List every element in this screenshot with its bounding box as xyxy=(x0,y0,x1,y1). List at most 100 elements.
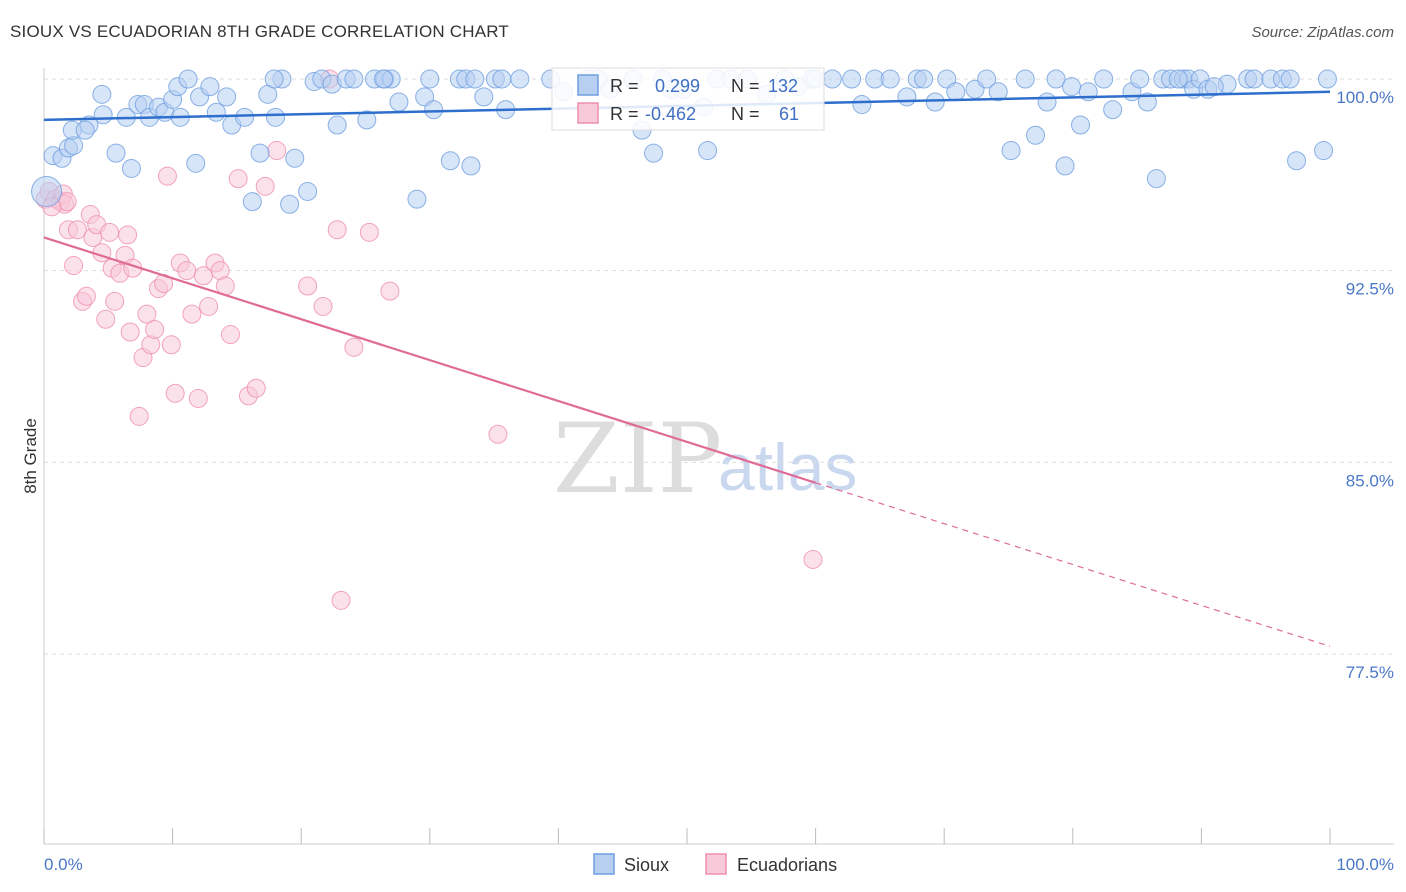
sioux-point xyxy=(1287,151,1307,171)
ecuadorians-point xyxy=(327,220,347,240)
sioux-point xyxy=(644,143,664,163)
ecuadorians-point xyxy=(105,291,125,311)
sioux-point xyxy=(1317,69,1337,89)
sioux-point xyxy=(92,84,112,104)
sioux-point xyxy=(178,69,198,89)
ecuadorians-point xyxy=(137,304,157,324)
sioux-point xyxy=(914,69,934,89)
y-tick-labels: 100.0% 92.5% 85.0% 77.5% xyxy=(1336,88,1394,682)
sioux-point xyxy=(698,141,718,161)
x-tick-label-max: 100.0% xyxy=(1336,855,1394,874)
sioux-point xyxy=(242,192,262,212)
sioux-point xyxy=(250,143,270,163)
sioux-point xyxy=(988,82,1008,102)
sioux-point xyxy=(1071,115,1091,135)
sioux-point xyxy=(977,69,997,89)
sioux-point xyxy=(1280,69,1300,89)
sioux-point xyxy=(31,175,63,207)
ecuadorians-point xyxy=(120,322,140,342)
y-tick-label: 92.5% xyxy=(1346,280,1394,299)
ecuadorians-point xyxy=(246,378,266,398)
chart-title: SIOUX VS ECUADORIAN 8TH GRADE CORRELATIO… xyxy=(10,22,510,41)
sioux-point xyxy=(852,95,872,115)
stats-legend: R = 0.299 N = 132 R = -0.462 N = 61 xyxy=(551,67,825,131)
ecuadorians-point xyxy=(188,388,208,408)
ecuadorians-point xyxy=(359,222,379,242)
sioux-point xyxy=(1062,77,1082,97)
stats-swatch-ecuadorians xyxy=(577,102,599,124)
stats-n-value-sioux: 132 xyxy=(768,76,798,96)
y-tick-label: 100.0% xyxy=(1336,88,1394,107)
watermark-atlas: atlas xyxy=(718,430,857,504)
ecuadorians-point xyxy=(220,325,240,345)
stats-n-value-ecuadorians: 61 xyxy=(779,104,799,124)
sioux-point xyxy=(298,181,318,201)
sioux-point xyxy=(121,158,141,178)
sioux-point xyxy=(465,69,485,89)
sioux-point xyxy=(1146,169,1166,189)
sioux-point xyxy=(357,110,377,130)
sioux-point xyxy=(1026,125,1046,145)
source-credit: Source: ZipAtlas.com xyxy=(1251,24,1394,41)
ecuadorians-point xyxy=(64,256,84,276)
sioux-point xyxy=(1037,92,1057,112)
stats-swatch-sioux xyxy=(577,74,599,96)
sioux-point xyxy=(420,69,440,89)
ecuadorians-point xyxy=(267,141,287,161)
ecuadorians-point xyxy=(100,222,120,242)
sioux-point xyxy=(897,87,917,107)
legend-swatch-sioux xyxy=(593,853,615,875)
ecuadorians-point xyxy=(199,296,219,316)
sioux-point xyxy=(265,107,285,127)
sioux-point xyxy=(186,153,206,173)
ecuadorians-point xyxy=(76,286,96,306)
series-legend: Sioux Ecuadorians xyxy=(593,853,837,875)
sioux-point xyxy=(510,69,530,89)
sioux-point xyxy=(1130,69,1150,89)
sioux-point xyxy=(925,92,945,112)
sioux-point xyxy=(327,115,347,135)
sioux-point xyxy=(1001,141,1021,161)
sioux-point xyxy=(75,120,95,140)
sioux-point xyxy=(389,92,409,112)
gridlines xyxy=(44,78,1394,655)
sioux-point xyxy=(1314,141,1334,161)
stats-n-label-ecuadorians: N = xyxy=(731,104,760,124)
sioux-point xyxy=(407,189,427,209)
stats-r-value-sioux: 0.299 xyxy=(655,76,700,96)
ecuadorians-trend-extrapolation xyxy=(815,482,1331,647)
stats-r-label-ecuadorians: R = xyxy=(610,104,639,124)
sioux-point xyxy=(474,87,494,107)
ecuadorians-point xyxy=(255,176,275,196)
stats-n-label-sioux: N = xyxy=(731,76,760,96)
ecuadorians-point xyxy=(331,590,351,610)
legend-label-ecuadorians: Ecuadorians xyxy=(737,855,837,875)
sioux-point xyxy=(842,69,862,89)
ecuadorians-point xyxy=(298,276,318,296)
ecuadorians-trend-line xyxy=(43,236,816,484)
ecuadorians-point xyxy=(129,406,149,426)
sioux-point xyxy=(1137,92,1157,112)
stats-r-value-ecuadorians: -0.462 xyxy=(645,104,696,124)
sioux-point xyxy=(280,194,300,214)
sioux-point xyxy=(217,87,237,107)
sioux-point xyxy=(374,69,394,89)
y-axis-title: 8th Grade xyxy=(21,418,40,494)
ecuadorians-point xyxy=(182,304,202,324)
sioux-point xyxy=(461,156,481,176)
sioux-point xyxy=(1094,69,1114,89)
ecuadorians-point xyxy=(145,319,165,339)
sioux-point xyxy=(492,69,512,89)
legend-swatch-ecuadorians xyxy=(705,853,727,875)
ecuadorians-point xyxy=(803,549,823,569)
sioux-point xyxy=(440,151,460,171)
sioux-point xyxy=(1103,100,1123,120)
sioux-point xyxy=(200,77,220,97)
sioux-point xyxy=(106,143,126,163)
sioux-point xyxy=(344,69,364,89)
ecuadorians-point xyxy=(157,166,177,186)
sioux-point xyxy=(285,148,305,168)
sioux-point xyxy=(424,100,444,120)
sioux-point xyxy=(1046,69,1066,89)
